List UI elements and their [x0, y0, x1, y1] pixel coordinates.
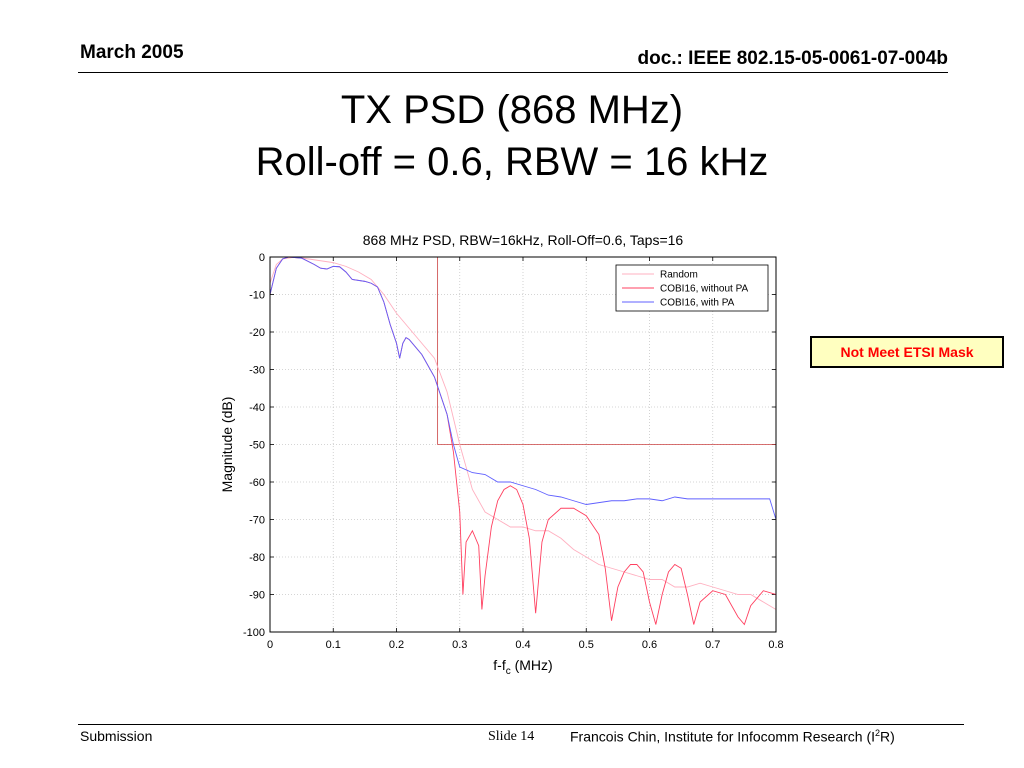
- psd-chart: 0 0.1 0.2 0.3 0.4 0.5 0.6 0.7 0.8 0 -10 -20 -30 -40 -5…: [200, 222, 800, 682]
- axes-box: [269, 256, 777, 633]
- y-axis-label: Magnitude (dB): [219, 397, 235, 493]
- y-tick-label: -30: [249, 365, 265, 377]
- x-tick-label: 0.1: [326, 639, 341, 651]
- y-tick-label: -80: [249, 552, 265, 564]
- x-tick-label: 0.6: [642, 639, 657, 651]
- footer-author-suffix: R): [880, 728, 895, 745]
- slide-title-line2: Roll-off = 0.6, RBW = 16 kHz: [255, 140, 769, 184]
- series-line-1: [270, 257, 776, 610]
- x-tick-label: 0.8: [768, 639, 783, 651]
- footer-author: Francois Chin, Institute for Infocomm Re…: [570, 728, 895, 745]
- header-divider: [78, 72, 948, 73]
- y-tick-label: -60: [249, 477, 265, 489]
- y-tick-label: -70: [249, 515, 265, 527]
- x-tick-label: 0.4: [515, 639, 530, 651]
- footer-submission: Submission: [80, 728, 153, 744]
- footer-author-prefix: Francois Chin, Institute for Infocomm Re…: [570, 728, 875, 745]
- psd-chart-svg: 0 0.1 0.2 0.3 0.4 0.5 0.6 0.7 0.8 0 -10 -20 -30 -40 -5…: [219, 232, 784, 677]
- data-layer: [270, 257, 776, 626]
- y-tick-label: 0: [259, 252, 265, 264]
- slide-title-line1: TX PSD (868 MHz): [340, 88, 684, 132]
- header-doc-id: doc.: IEEE 802.15-05-0061-07-004b: [637, 48, 948, 69]
- y-tick-label: -90: [249, 590, 265, 602]
- x-tick-label: 0.5: [579, 639, 594, 651]
- legend-label-2: COBI16, without PA: [660, 284, 749, 295]
- chart-title: 868 MHz PSD, RBW=16kHz, Roll-Off=0.6, Ta…: [363, 232, 684, 248]
- series-line-3: [270, 257, 776, 520]
- x-axis-label: f-fc (MHz): [493, 657, 552, 677]
- y-tick-label: -40: [249, 402, 265, 414]
- x-tick-label: 0: [267, 639, 273, 651]
- footer-slide-number: Slide 14: [488, 729, 535, 744]
- x-tick-label: 0.3: [452, 639, 467, 651]
- legend-label-1: Random: [660, 270, 698, 281]
- x-tick-label: 0.2: [389, 639, 404, 651]
- y-tick-label: -20: [249, 327, 265, 339]
- footer-author-sup: 2: [875, 728, 881, 738]
- y-tick-label: -100: [243, 627, 265, 639]
- y-tick-label: -10: [249, 290, 265, 302]
- etsi-mask-line: [270, 257, 776, 445]
- x-tick-label: 0.7: [705, 639, 720, 651]
- etsi-mask-callout: Not Meet ETSI Mask: [810, 336, 1004, 368]
- footer-divider: [78, 724, 964, 725]
- y-tick-label: -50: [249, 440, 265, 452]
- header-date: March 2005: [80, 42, 184, 63]
- legend-label-3: COBI16, with PA: [660, 298, 735, 309]
